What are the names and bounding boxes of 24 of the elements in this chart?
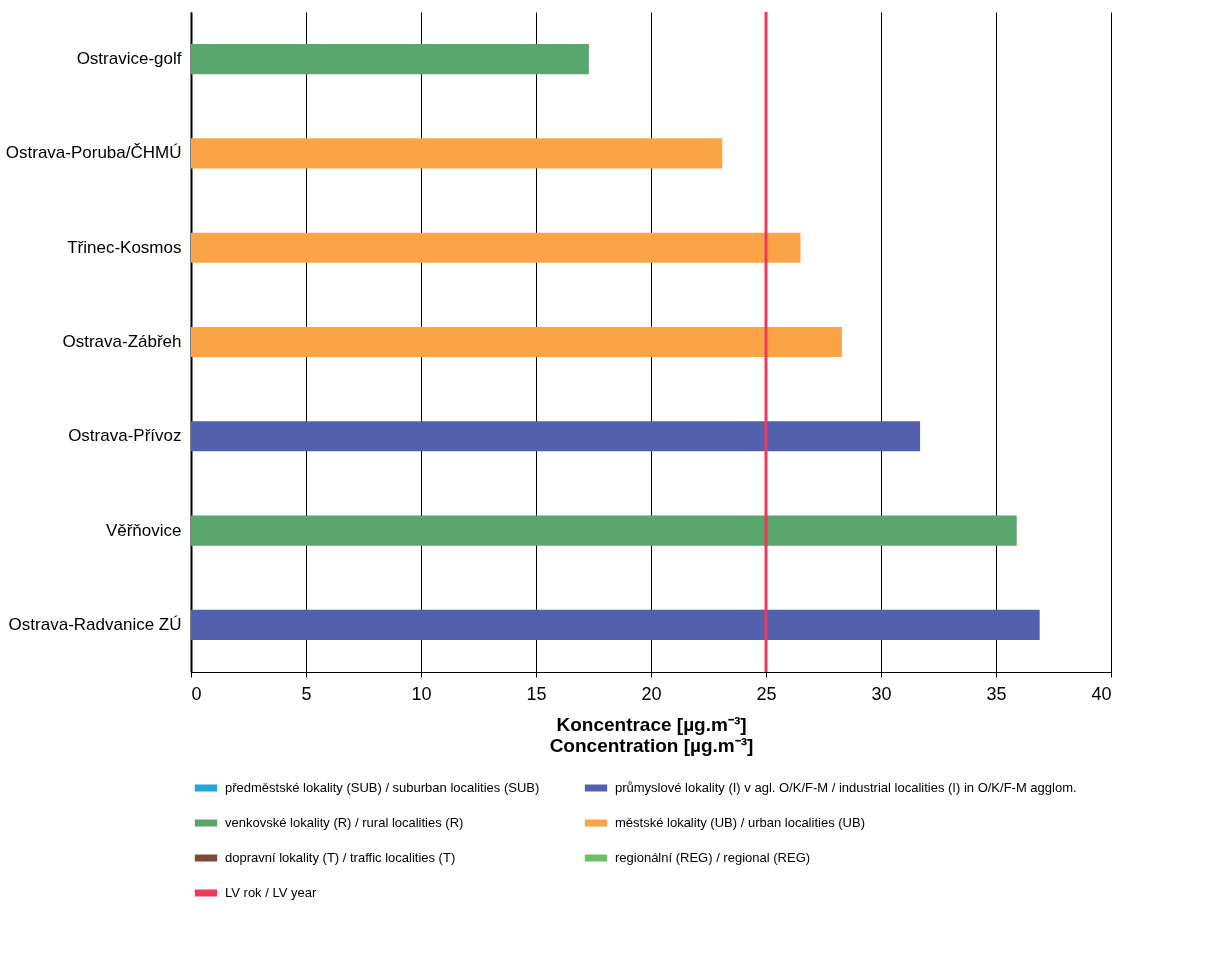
y-tick-label: Ostrava-Radvanice ZÚ [8,614,182,634]
legend-label: LV rok / LV year [225,885,317,900]
legend-label: městské lokality (UB) / urban localities (UB) [615,815,865,830]
x-tick-label: 25 [756,683,777,704]
x-tick-label: 5 [301,683,312,704]
legend-label: dopravní lokality (T) / traffic localities (T) [225,850,456,865]
legend-label: regionální (REG) / regional (REG) [615,850,811,865]
y-tick-label: Ostravice-golf [76,49,182,69]
y-tick-label: Ostrava-Přívoz [68,426,182,446]
x-tick-label: 35 [986,683,1007,704]
x-tick-label: 30 [871,683,892,704]
y-tick-label: Ostrava-Zábřeh [62,332,182,351]
y-tick-label: Věřňovice [105,520,182,540]
x-tick-label: 20 [641,683,662,704]
y-tick-label: Ostrava-Poruba/ČHMÚ [5,143,182,163]
y-tick-label: Třinec-Kosmos [67,237,182,257]
x-axis-title: Koncentrace [µg.m⁻³] Concentration [µg.m⁻³] [549,713,754,756]
x-tick-label: 10 [411,683,432,704]
legend-label: venkovské lokality (R) / rural localities (R) [225,815,464,830]
x-tick-label: 0 [191,683,202,704]
x-tick-label: 15 [526,683,547,704]
legend-label: průmyslové lokality (I) v agl. O/K/F-M / industrial localities (I) in O/K/F-M agglom. [615,780,1077,795]
x-tick-label: 40 [1091,683,1112,704]
legend-label: předměstské lokality (SUB) / suburban localities (SUB) [225,780,540,795]
